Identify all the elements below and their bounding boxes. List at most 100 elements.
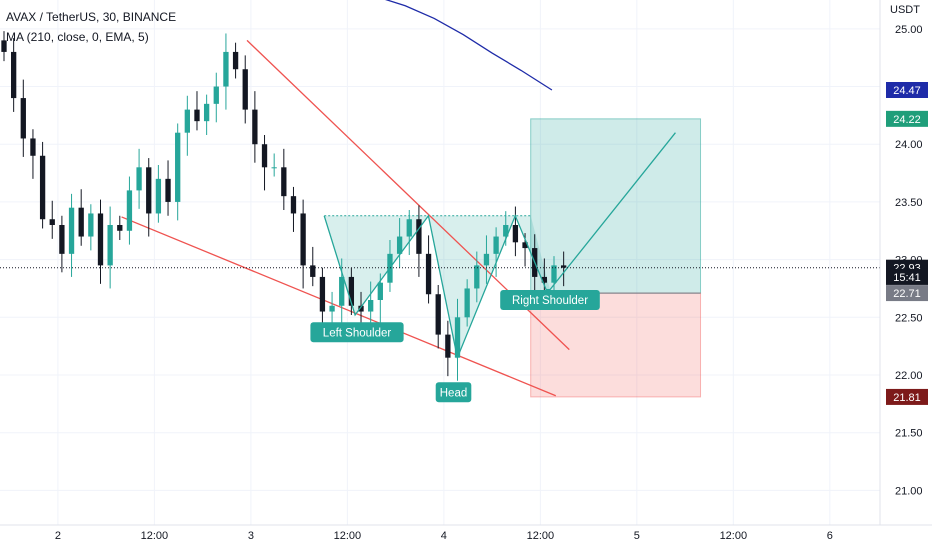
- time-tick-label: 5: [634, 530, 640, 542]
- candle-body: [464, 288, 470, 318]
- candle-body: [290, 196, 297, 214]
- time-tick-label: 12:00: [720, 530, 748, 542]
- candle-body: [184, 109, 190, 133]
- candle-body: [483, 253, 490, 266]
- annotation-right-shoulder: Right Shoulder: [500, 290, 600, 310]
- candle-body: [435, 294, 441, 335]
- candle-body: [242, 69, 248, 110]
- badge-text: 15:41: [893, 272, 921, 284]
- annotation-box: [310, 322, 404, 343]
- candle-body: [107, 225, 113, 266]
- candle-body: [551, 265, 557, 283]
- candle-body: [1, 40, 7, 52]
- time-tick-label: 12:00: [527, 530, 555, 542]
- badge-bg: [886, 110, 928, 127]
- candle-body: [396, 236, 403, 254]
- candle-body: [126, 190, 133, 231]
- candle-body: [155, 178, 162, 214]
- price-tick-label: 25.00: [895, 24, 923, 36]
- candle-body: [39, 155, 46, 220]
- time-tick-label: 2: [55, 530, 61, 542]
- candle-body: [329, 305, 335, 312]
- price-tick-label: 22.00: [895, 370, 923, 382]
- candle-body: [203, 103, 210, 122]
- time-tick-label: 12:00: [141, 530, 169, 542]
- price-badge: 24.22: [886, 110, 928, 127]
- badge-bg: [886, 388, 928, 405]
- candle-body: [503, 225, 509, 237]
- candle-body: [339, 276, 345, 306]
- candle-body: [49, 219, 55, 225]
- price-badge: 21.81: [886, 388, 928, 405]
- candle-body: [445, 334, 451, 358]
- candle-body: [474, 265, 480, 289]
- candle-body: [300, 213, 306, 266]
- head-fill: [428, 215, 516, 358]
- time-tick-label: 12:00: [334, 530, 362, 542]
- candle-body: [281, 167, 287, 197]
- annotation-label: Right Shoulder: [512, 295, 588, 307]
- time-tick-label: 6: [827, 530, 833, 542]
- candle-body: [194, 109, 200, 122]
- candle-body: [59, 225, 65, 254]
- candle-body: [20, 98, 26, 139]
- badge-text: 22.71: [893, 288, 921, 300]
- candle-body: [425, 253, 432, 295]
- indicator-legend[interactable]: MA (210, close, 0, EMA, 5): [6, 30, 149, 44]
- candle-body: [377, 282, 383, 300]
- lower-trendline: [121, 216, 557, 397]
- candle-body: [10, 51, 17, 99]
- annotation-head: Head: [435, 382, 472, 403]
- time-tick-label: 4: [441, 530, 447, 542]
- candle-body: [146, 167, 152, 214]
- annotation-left-shoulder: Left Shoulder: [310, 322, 404, 343]
- price-tick-label: 21.00: [895, 485, 923, 497]
- candle-body: [541, 276, 548, 283]
- candle-body: [97, 213, 104, 266]
- candle-body: [512, 225, 519, 243]
- candle-body: [261, 144, 268, 168]
- candle-body: [522, 242, 528, 249]
- candle-body: [358, 305, 364, 312]
- candle-body: [213, 86, 219, 104]
- candle-body: [165, 178, 171, 202]
- candle-body: [175, 132, 181, 202]
- price-badge: 22.71: [886, 285, 928, 302]
- candle-body: [310, 265, 316, 277]
- annotation-label: Left Shoulder: [323, 327, 392, 339]
- annotation-box: [435, 382, 472, 403]
- ma-line: [385, 0, 553, 91]
- target-zone: [530, 118, 702, 294]
- pattern-outline: [323, 132, 676, 360]
- price-badge: 15:41: [886, 268, 928, 285]
- candle-body: [88, 213, 94, 237]
- annotation-box: [500, 290, 600, 310]
- badge-text: 24.47: [893, 85, 921, 97]
- candle-body: [368, 300, 374, 312]
- candle-body: [271, 167, 277, 169]
- candle-body: [232, 51, 239, 70]
- candle-body: [223, 51, 229, 87]
- symbol-title[interactable]: AVAX / TetherUS, 30, BINANCE: [6, 10, 177, 24]
- candle-body: [136, 167, 142, 191]
- candle-body: [406, 219, 412, 237]
- badge-bg: [886, 285, 928, 302]
- badge-bg: [886, 268, 928, 285]
- candle-body: [348, 276, 355, 306]
- badge-text: 21.81: [893, 392, 921, 404]
- badge-bg: [886, 82, 928, 98]
- candle-body: [493, 236, 499, 254]
- time-tick-label: 3: [248, 530, 254, 542]
- candle-body: [68, 207, 75, 254]
- annotation-label: Head: [440, 387, 468, 399]
- price-tick-label: 22.50: [895, 312, 923, 324]
- badge-text: 24.22: [893, 114, 921, 126]
- price-tick-label: 23.50: [895, 197, 923, 209]
- candle-body: [78, 207, 84, 237]
- candle-body: [30, 138, 36, 156]
- price-tick-label: 24.00: [895, 139, 923, 151]
- candle-body: [252, 109, 258, 145]
- candle-body: [416, 219, 422, 254]
- price-tick-label: 21.50: [895, 428, 923, 440]
